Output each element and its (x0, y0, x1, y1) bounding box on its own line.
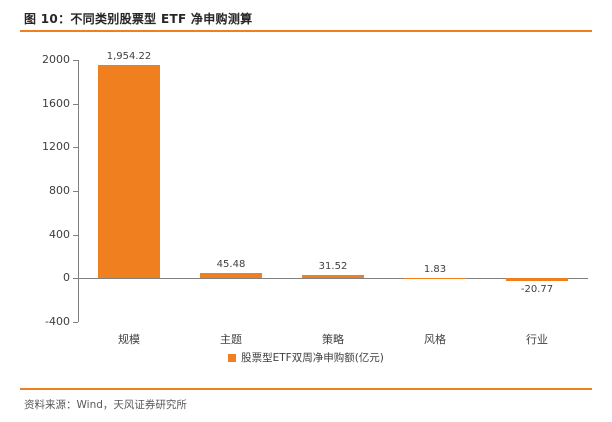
y-tick-label: 0 (63, 271, 70, 285)
y-tick-label: 800 (49, 184, 70, 197)
y-tick-mark (73, 103, 78, 105)
y-tick-mark (73, 191, 78, 192)
bar-value-label: -20.77 (520, 283, 554, 295)
plot-area: 2000 1600 1200 800 400 0 -400 1,954.22 规模 45.48 主题… (42, 51, 588, 346)
y-tick-mark (73, 322, 78, 323)
bar (200, 273, 262, 279)
y-tick-label: 1600 (42, 96, 70, 110)
y-tick-mark (73, 234, 78, 236)
title-divider (20, 30, 592, 32)
bar (98, 64, 160, 279)
y-tick-label: 1200 (42, 140, 70, 154)
source-note: 资料来源：Wind，天风证券研究所 (24, 399, 187, 411)
y-tick-label: -400 (45, 315, 70, 328)
y-tick-mark (73, 278, 78, 280)
x-tick-label: 规模 (118, 333, 140, 346)
y-tick-label: 400 (49, 227, 70, 241)
bar-value-label: 31.52 (318, 260, 348, 272)
y-axis-line (78, 60, 79, 322)
legend-swatch (228, 353, 237, 362)
bar-value-label: 1,954.22 (106, 51, 152, 62)
bar-value-label: 1.83 (423, 264, 447, 276)
x-tick-label: 主题 (220, 333, 242, 346)
zero-line (78, 278, 588, 280)
chart-legend: 股票型ETF双周净申购额(亿元) (0, 350, 612, 365)
y-tick-label: 2000 (42, 53, 70, 66)
x-tick-label: 风格 (424, 333, 446, 346)
figure-title: 图 10：不同类别股票型 ETF 净申购测算 (24, 12, 253, 26)
bar (506, 278, 568, 281)
x-tick-label: 行业 (526, 333, 548, 346)
x-tick-label: 策略 (322, 333, 344, 346)
bar-value-label: 45.48 (216, 259, 246, 271)
bar (302, 274, 364, 279)
y-tick-mark (73, 147, 78, 149)
y-tick-mark (73, 60, 78, 61)
footer-divider (20, 388, 592, 390)
legend-label: 股票型ETF双周净申购额(亿元) (241, 352, 384, 364)
